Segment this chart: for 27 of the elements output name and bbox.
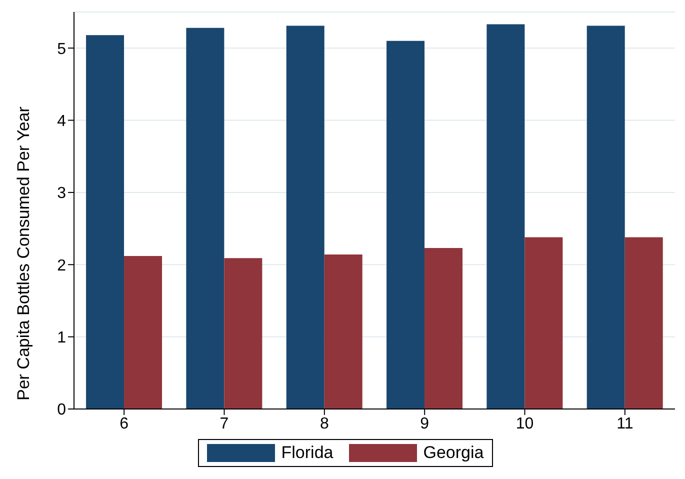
y-axis-title: Per Capita Bottles Consumed Per Year [14, 106, 34, 400]
x-tick-label: 8 [320, 415, 329, 432]
bar [486, 24, 525, 409]
bar [286, 26, 324, 409]
bar [186, 28, 224, 409]
x-tick-label: 6 [120, 415, 129, 432]
y-tick-label: 4 [57, 112, 66, 130]
x-tick-label: 7 [220, 415, 229, 432]
y-tick-label: 2 [57, 257, 66, 274]
bar [124, 256, 162, 409]
x-tick-label: 9 [420, 415, 430, 432]
y-tick-label: 0 [57, 402, 66, 419]
y-tick-label: 1 [57, 330, 66, 346]
bar [86, 35, 124, 409]
bar [224, 258, 262, 409]
legend-label: Georgia [423, 443, 484, 463]
x-tick-label: 10 [516, 415, 534, 432]
bar [424, 248, 463, 409]
bar [624, 237, 663, 409]
y-tick-label: 5 [57, 40, 66, 58]
bar [524, 237, 563, 409]
y-tick-label: 3 [57, 185, 66, 202]
x-tick-label: 11 [616, 415, 634, 432]
legend-label: Florida [281, 443, 334, 463]
bar [324, 254, 362, 409]
bar [386, 40, 425, 409]
bar [586, 26, 625, 409]
